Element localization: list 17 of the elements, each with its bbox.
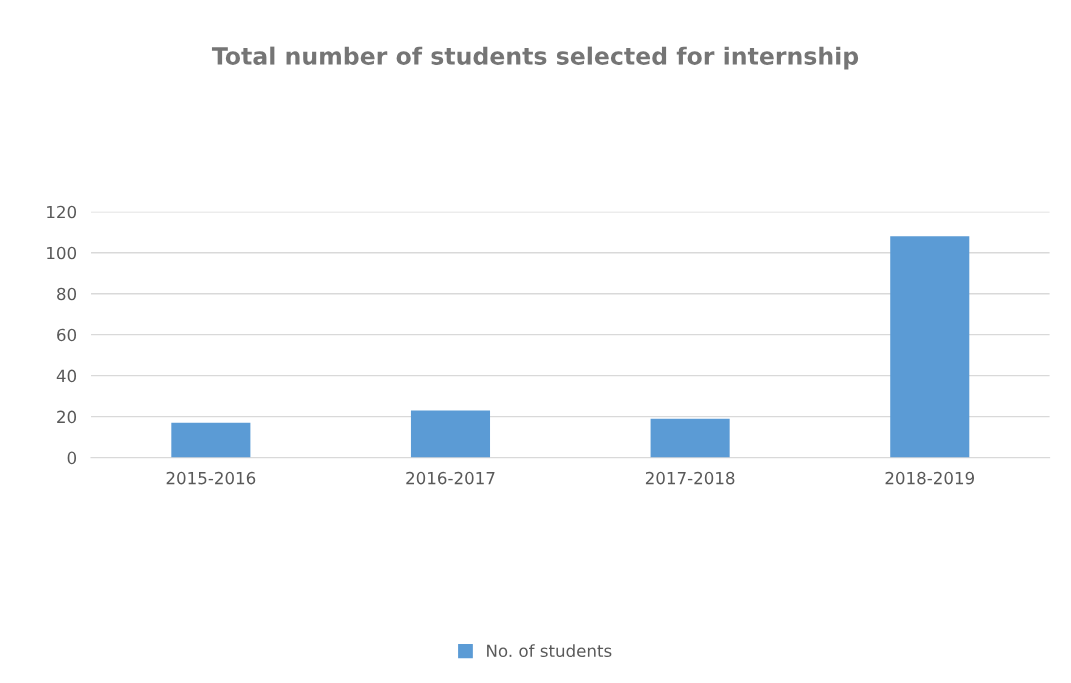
x-tick-label: 2017-2018 (645, 471, 735, 485)
x-tick-label: 2016-2017 (406, 471, 495, 485)
legend-label: No. of students (487, 644, 612, 658)
chart-title: Total number of students selected for internship (211, 46, 859, 70)
y-tick-label: 60 (57, 328, 77, 342)
y-tick-label: 40 (56, 369, 77, 383)
y-tick-label: 80 (57, 287, 77, 301)
y-tick-label: 0 (67, 451, 77, 465)
bar (890, 236, 970, 458)
bar (650, 418, 730, 458)
y-tick-label: 120 (47, 205, 77, 219)
bar (410, 410, 491, 458)
y-tick-label: 20 (57, 410, 77, 424)
y-tick-label: 100 (47, 246, 77, 260)
x-tick-label: 2018-2019 (885, 471, 975, 485)
x-tick-label: 2015-2016 (166, 471, 256, 485)
bar (171, 422, 251, 458)
